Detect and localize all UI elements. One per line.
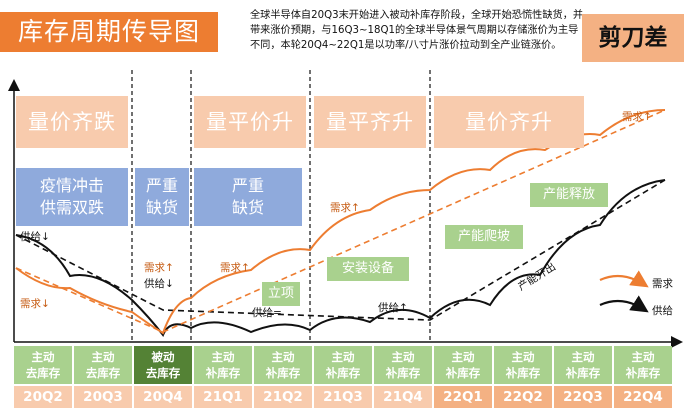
state-line2: 补库存: [565, 366, 601, 380]
note-capacity-ramp: 产能爬坡: [445, 225, 523, 249]
note-project-approval: 立项: [262, 282, 300, 306]
quarter-cell: 20Q2: [14, 386, 72, 408]
scissors-badge: 剪刀差: [582, 14, 684, 62]
label-supply-flat: 供给=: [252, 307, 282, 319]
state-cell: 主动 补库存: [434, 346, 492, 384]
supply-wave: [15, 179, 666, 337]
quarter-cell: 20Q4: [134, 386, 192, 408]
state-cell: 主动 补库存: [494, 346, 552, 384]
state-line1: 主动: [631, 350, 655, 364]
phase-banner-2: 量平价升: [194, 96, 306, 148]
state-line1: 主动: [31, 350, 55, 364]
quarter-cell: 22Q3: [554, 386, 612, 408]
phase-banner-3: 量平齐升: [314, 96, 426, 148]
note-box-shortage-2-line1: 严重: [231, 176, 264, 195]
label-demand-up-1: 需求↑: [144, 262, 174, 274]
state-line2: 补库存: [205, 366, 241, 380]
state-line1: 主动: [391, 350, 415, 364]
state-line1: 主动: [91, 350, 115, 364]
state-line2: 补库存: [325, 366, 361, 380]
note-box-shortage-1-line1: 严重: [145, 176, 178, 195]
state-cell: 主动 补库存: [314, 346, 372, 384]
state-cell: 主动 去库存: [74, 346, 132, 384]
phase-banner-1: 量价齐跌: [16, 96, 128, 148]
intro-text: 全球半导体自20Q3末开始进入被动补库存阶段，全球开始恐慌性缺货，并带来涨价预期…: [250, 10, 584, 51]
state-line2: 补库存: [385, 366, 421, 380]
label-supply-up: 供给↑: [378, 302, 408, 314]
state-cell: 主动 补库存: [554, 346, 612, 384]
quarter-cell: 22Q2: [494, 386, 552, 408]
state-line1: 被动: [151, 350, 175, 364]
state-line2: 去库存: [145, 366, 181, 380]
note-install-equipment: 安装设备: [327, 257, 409, 281]
legend-demand-line: [599, 270, 649, 288]
note-box-shortage-1: 严重 缺货: [135, 168, 189, 226]
quarter-cell: 22Q4: [614, 386, 672, 408]
quarter-cell: 21Q2: [254, 386, 312, 408]
label-demand-up-4: 需求↑: [622, 111, 652, 123]
state-cell: 主动 去库存: [14, 346, 72, 384]
note-box-shortage-1-line2: 缺货: [145, 198, 178, 217]
state-line1: 主动: [451, 350, 475, 364]
legend-demand-label: 需求: [652, 278, 673, 290]
state-line2: 补库存: [505, 366, 541, 380]
note-box-shortage-2: 严重 缺货: [194, 168, 302, 226]
diagram-title: 库存周期传导图: [0, 12, 218, 52]
state-line2: 去库存: [25, 366, 61, 380]
note-box-shortage-2-line2: 缺货: [231, 198, 264, 217]
note-box-epidemic-line2: 供需双跌: [39, 198, 104, 217]
note-box-epidemic: 疫情冲击 供需双跌: [16, 168, 128, 226]
note-capacity-release: 产能释放: [530, 183, 608, 207]
state-line2: 补库存: [625, 366, 661, 380]
state-cell: 被动 去库存: [134, 346, 192, 384]
state-cell: 主动 补库存: [194, 346, 252, 384]
state-line1: 主动: [271, 350, 295, 364]
legend-supply-label: 供给: [652, 305, 673, 317]
state-cell: 主动 补库存: [374, 346, 432, 384]
label-demand-down: 需求↓: [20, 298, 50, 310]
label-demand-up-3: 需求↑: [330, 202, 360, 214]
state-cell: 主动 补库存: [254, 346, 312, 384]
demand-wave: [15, 109, 666, 335]
quarter-cell: 21Q3: [314, 386, 372, 408]
state-line2: 补库存: [265, 366, 301, 380]
quarter-cell: 20Q3: [74, 386, 132, 408]
state-line1: 主动: [331, 350, 355, 364]
quarter-cell: 21Q1: [194, 386, 252, 408]
state-line1: 主动: [211, 350, 235, 364]
quarter-cell: 21Q4: [374, 386, 432, 408]
quarter-cell: 22Q1: [434, 386, 492, 408]
label-demand-up-2: 需求↑: [220, 262, 250, 274]
supply-trend-dashed: [15, 179, 666, 321]
label-supply-down-1: 供给↓: [20, 231, 50, 243]
state-line2: 去库存: [85, 366, 121, 380]
phase-banner-4: 量价齐升: [434, 96, 584, 148]
legend-supply-line: [599, 295, 649, 313]
state-cell: 主动 补库存: [614, 346, 672, 384]
note-box-epidemic-line1: 疫情冲击: [39, 176, 104, 195]
label-supply-down-2: 供给↓: [144, 278, 174, 290]
state-line2: 补库存: [445, 366, 481, 380]
state-line1: 主动: [571, 350, 595, 364]
state-line1: 主动: [511, 350, 535, 364]
